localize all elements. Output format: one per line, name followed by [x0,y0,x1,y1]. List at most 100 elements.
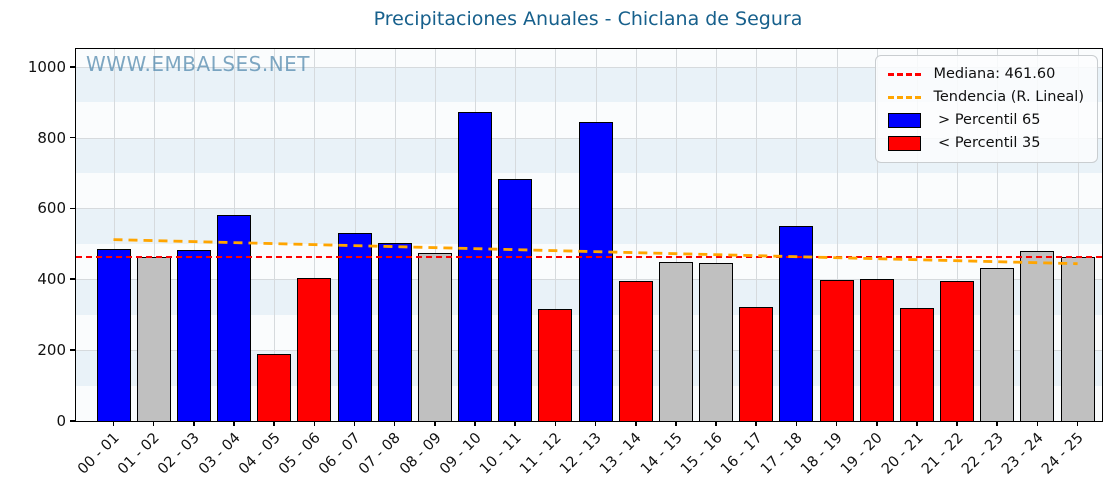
bar-17-18 [779,226,814,421]
x-tick-label: 10 - 11 [476,430,525,478]
x-tick-label: 17 - 18 [758,430,806,478]
legend-item: Tendencia (R. Lineal) [888,89,1084,105]
horizontal-gridline [76,66,1102,68]
trend-line-path [113,238,1078,266]
x-tick-mark [554,421,557,426]
x-tick-mark [474,421,476,426]
x-tick-mark [152,421,155,426]
bar-24-25 [1060,257,1095,421]
x-tick-mark [1036,421,1039,426]
x-tick-mark [996,421,999,426]
vertical-gridline [555,49,557,421]
legend-item-label: < Percentil 35 [933,135,1041,151]
legend-item: > Percentil 65 [888,112,1084,128]
vertical-gridline [113,49,115,421]
chart-title: Precipitaciones Anuales - Chiclana de Se… [373,8,803,30]
bar-22-23 [980,268,1015,421]
bar-01-02 [136,257,171,421]
bar-11-12 [538,308,573,421]
bar-03-04 [217,214,251,421]
x-tick-label: 08 - 09 [396,430,445,478]
x-tick-label: 12 - 13 [557,430,605,478]
x-tick-mark [916,421,918,426]
vertical-gridline [314,49,316,421]
y-tick-mark [69,136,75,139]
x-tick-mark [514,421,516,426]
legend-item-label: Tendencia (R. Lineal) [933,89,1084,105]
vertical-gridline [394,49,396,421]
bar-23-24 [1020,251,1055,421]
y-tick-label: 600 [37,199,66,218]
bar-08-09 [417,253,452,421]
bar-18-19 [819,279,854,421]
bar-12-13 [578,122,613,421]
bar-21-22 [940,280,975,421]
y-tick-label: 0 [56,412,66,430]
plot-area: WWW.EMBALSES.NET 0 200 400 600 800 1000 00 - 0… [28,48,1103,478]
color-patch-icon [888,135,922,151]
bar-10-11 [498,178,533,421]
x-tick-label: 24 - 25 [1039,430,1087,478]
x-tick-mark [112,421,115,426]
x-tick-mark [675,421,677,426]
bar-14-15 [658,262,693,421]
legend: Mediana: 461.60 Tendencia (R. Lineal) > P… [875,55,1098,163]
x-tick-mark [273,421,275,426]
y-tick-mark [69,349,75,351]
x-tick-label: 22 - 23 [958,430,1007,478]
y-tick-label: 800 [37,128,66,147]
y-tick-label: 1000 [27,57,66,76]
bar-09-10 [458,112,493,421]
x-tick-mark [1076,421,1079,426]
bar-20-21 [899,307,934,421]
x-tick-label: 15 - 16 [677,430,726,478]
x-tick-label: 02 - 03 [155,430,204,478]
vertical-gridline [635,49,637,421]
x-tick-mark [393,421,396,426]
bar-04-05 [257,354,292,421]
x-tick-label: 05 - 06 [276,430,324,478]
vertical-gridline [153,49,155,421]
median-line [76,256,1102,259]
legend-item-label: > Percentil 65 [933,112,1041,128]
y-tick-mark [69,278,75,281]
x-tick-label: 07 - 08 [356,430,405,478]
x-tick-mark [233,421,235,426]
y-tick-mark [69,207,75,210]
x-tick-mark [795,421,798,426]
legend-item-label: Mediana: 461.60 [933,66,1056,82]
dash-line-icon [888,72,922,76]
bar-13-14 [618,281,653,421]
vertical-gridline [434,49,436,421]
bar-07-08 [377,242,412,421]
watermark-text: WWW.EMBALSES.NET [86,52,311,76]
vertical-gridline [876,49,878,421]
vertical-gridline [1077,49,1079,421]
vertical-gridline [675,49,677,421]
vertical-gridline [836,49,838,421]
x-tick-label: 20 - 21 [878,430,927,478]
color-patch-icon [888,112,922,128]
vertical-gridline [274,49,276,421]
x-tick-mark [353,421,356,426]
bar-15-16 [699,262,734,421]
vertical-gridline [1037,49,1039,421]
bar-16-17 [739,306,774,421]
x-tick-label: 18 - 19 [798,430,846,478]
x-tick-mark [594,421,597,426]
x-tick-label: 03 - 04 [195,430,244,478]
x-tick-label: 16 - 17 [717,430,766,478]
x-tick-mark [755,421,758,426]
bar-00-01 [96,248,131,421]
legend-item: Mediana: 461.60 [888,66,1084,82]
bar-06-07 [337,233,372,421]
x-tick-mark [634,421,637,426]
x-tick-label: 23 - 24 [999,430,1047,478]
vertical-gridline [957,49,959,421]
x-tick-mark [875,421,878,426]
bar-05-06 [297,278,332,421]
x-tick-label: 14 - 15 [637,430,686,478]
y-tick-label: 200 [37,341,66,360]
vertical-gridline [997,49,999,421]
